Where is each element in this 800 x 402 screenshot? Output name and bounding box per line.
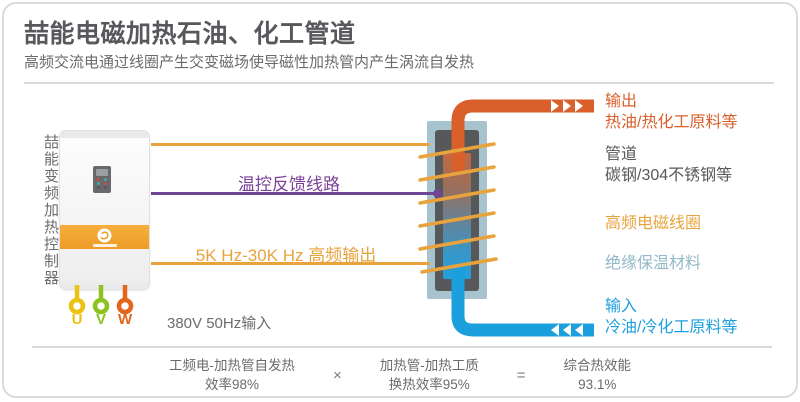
overall-line1: 综合热效能 <box>563 358 632 373</box>
brand-logo-icon <box>97 227 112 243</box>
hot-output-pipe <box>451 99 594 171</box>
display-buttons-icon <box>95 178 109 189</box>
hf-line-bottom <box>151 262 430 265</box>
multiply-sign: × <box>332 366 342 384</box>
pipe-title-label: 管道 <box>605 146 638 163</box>
heat-pipe-assembly <box>418 99 594 337</box>
feedback-probe-dot <box>433 189 442 198</box>
feedback-line <box>151 192 438 195</box>
brand-band <box>60 225 149 249</box>
hf-line-top <box>151 143 430 146</box>
induction-coil-icon <box>418 142 498 274</box>
hf-output-label: 5K Hz-30K Hz 高频输出 <box>195 246 377 265</box>
output-arrows-icon <box>551 100 583 112</box>
device-lid <box>60 131 149 138</box>
equals-sign: = <box>516 366 526 384</box>
output-desc-label: 热油/热化工原料等 <box>605 114 738 131</box>
terminal-label-w: W <box>118 311 133 328</box>
efficiency-formula: 工频电-加热管自发热 效率98% × 加热管-加热工质 换热效率95% = 综合… <box>4 356 796 394</box>
input-arrows-icon <box>551 324 583 336</box>
input-title-label: 输入 <box>605 298 638 315</box>
self-heating-efficiency: 工频电-加热管自发热 效率98% <box>169 356 295 394</box>
controller-display <box>93 166 111 193</box>
terminal-prongs-icon <box>68 285 134 315</box>
heat-exchange-efficiency: 加热管-加热工质 换热效率95% <box>380 356 479 394</box>
heat-exchange-line1: 加热管-加热工质 <box>379 358 479 373</box>
brand-text <box>92 243 117 247</box>
power-input-label: 380V 50Hz输入 <box>167 315 272 332</box>
formula-divider <box>32 346 772 348</box>
heated-medium <box>443 153 471 279</box>
overall-line2: 93.1% <box>578 377 617 392</box>
page-title: 喆能电磁加热石油、化工管道 <box>24 20 356 48</box>
feedback-line-label: 温控反馈线路 <box>238 175 340 194</box>
self-heating-line1: 工频电-加热管自发热 <box>168 358 295 373</box>
self-heating-line2: 效率98% <box>204 377 259 392</box>
coil-label: 高频电磁线圈 <box>605 215 702 232</box>
device-base <box>60 283 149 289</box>
terminal-label-v: V <box>95 311 106 328</box>
terminal-label-u: U <box>71 311 83 328</box>
page-subtitle: 高频交流电通过线圈产生交变磁场使导磁性加热管内产生涡流自发热 <box>24 54 475 71</box>
header-divider <box>24 82 774 84</box>
heat-exchange-line2: 换热效率95% <box>388 377 470 392</box>
cold-input-pipe <box>451 267 594 337</box>
input-desc-label: 冷油/冷化工原料等 <box>605 319 738 336</box>
output-title-label: 输出 <box>605 93 638 110</box>
insulation-label: 绝缘保温材料 <box>605 255 702 272</box>
pipe-desc-label: 碳钢/304不锈钢等 <box>605 167 733 184</box>
overall-efficiency: 综合热效能 93.1% <box>564 356 632 394</box>
controller-label: 喆能变频加热控制器 <box>42 134 59 287</box>
controller-device <box>59 130 150 290</box>
display-screen-icon <box>96 169 108 176</box>
